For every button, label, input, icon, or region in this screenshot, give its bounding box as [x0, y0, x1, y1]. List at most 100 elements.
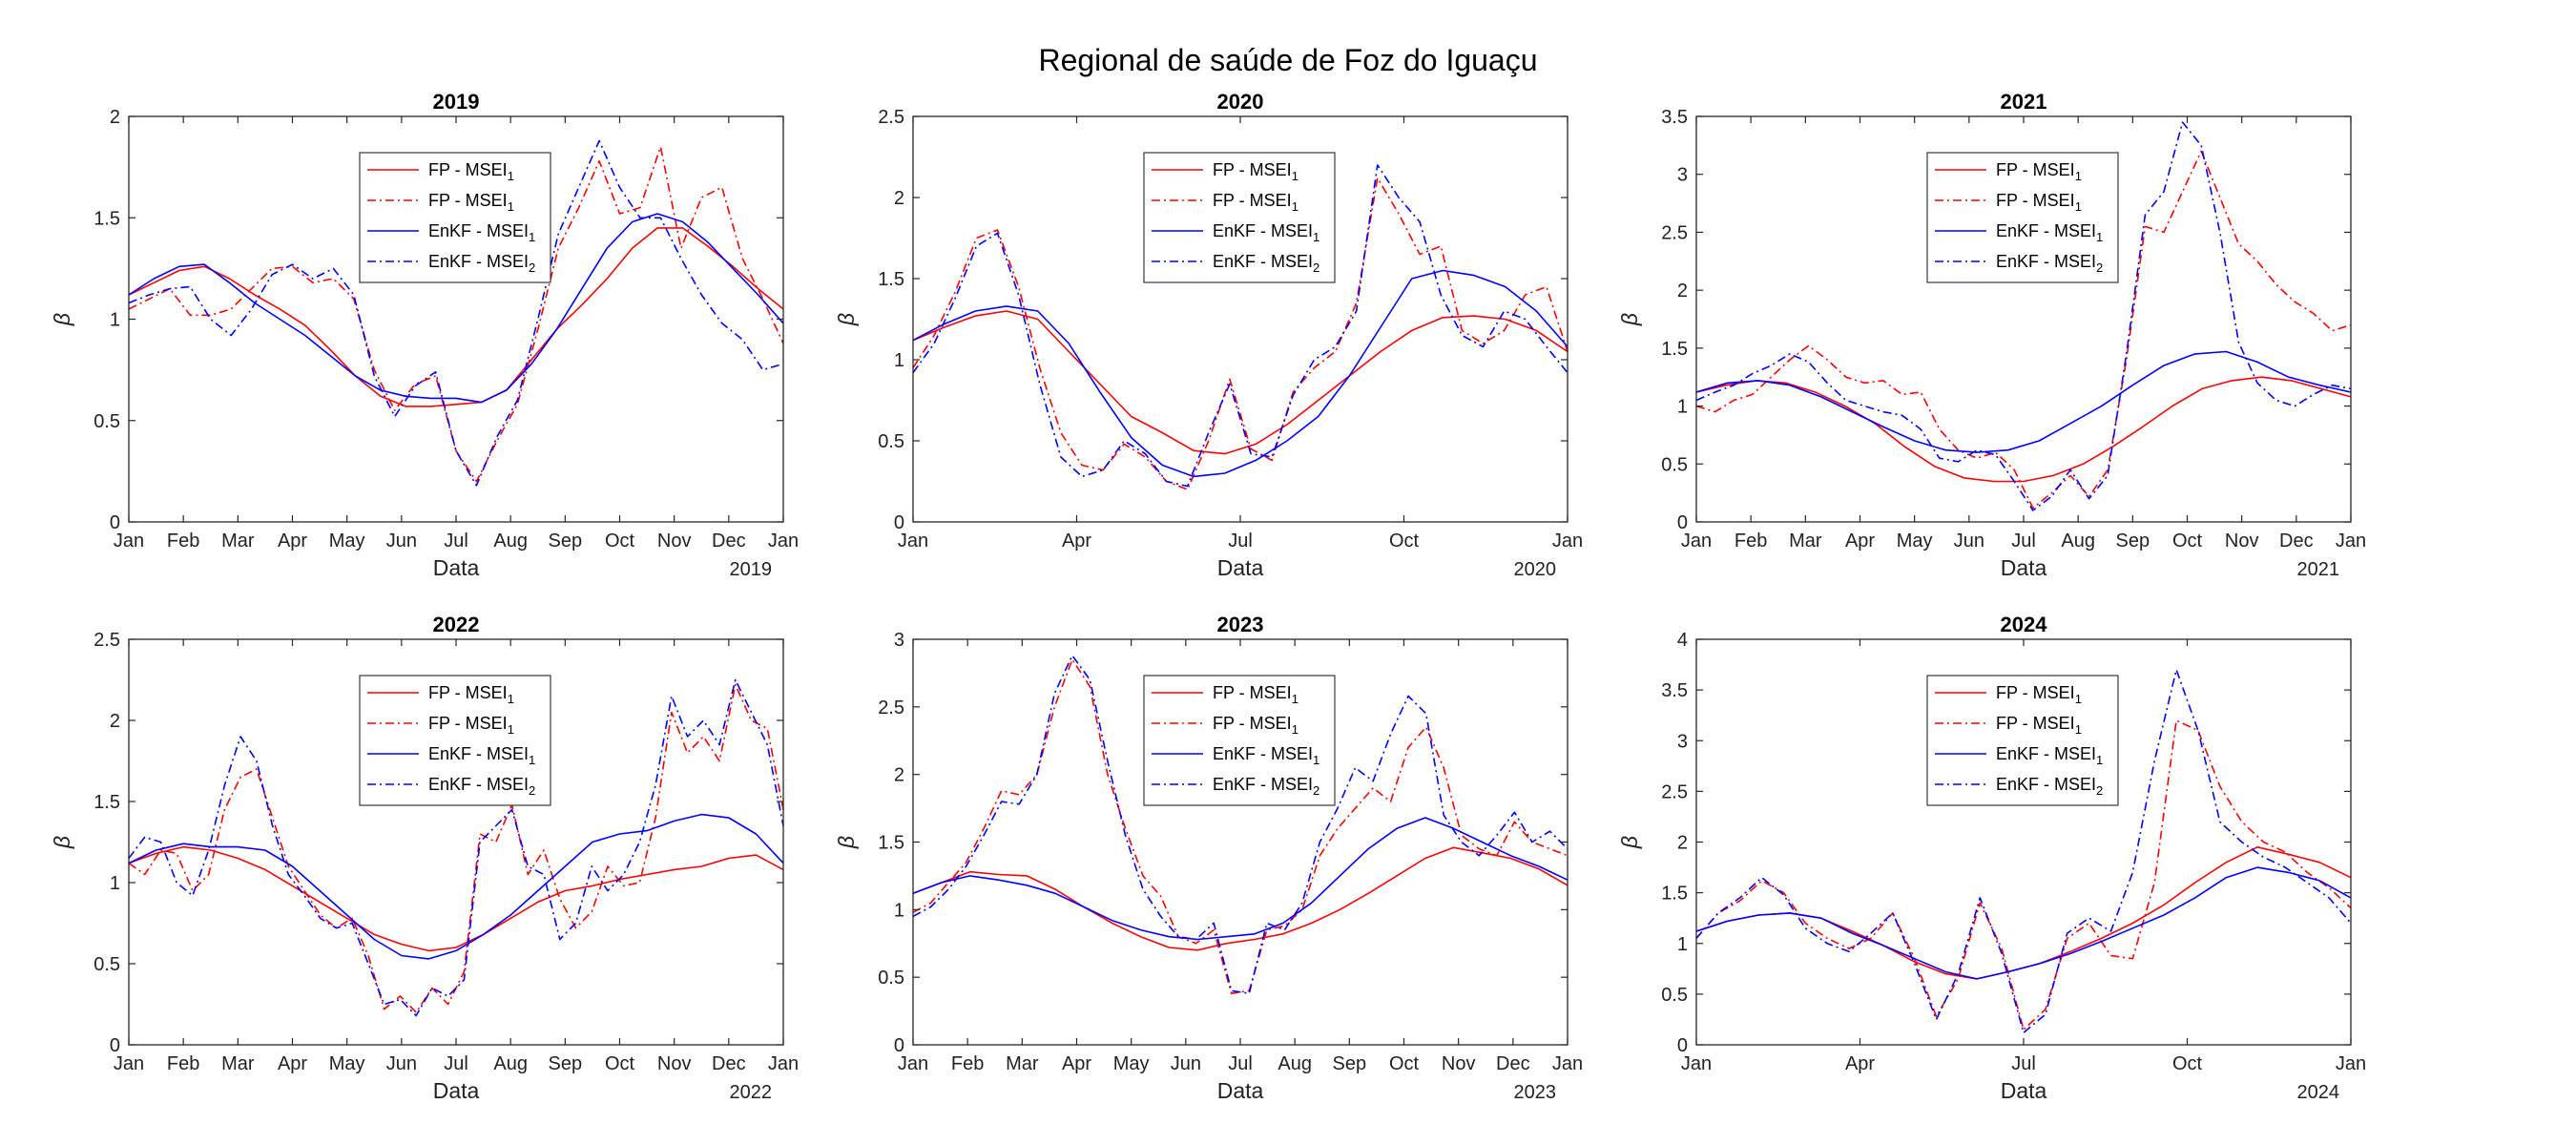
- x-tick-label: Jun: [1954, 531, 1984, 552]
- legend-label-2: FP - MSEI1: [1996, 191, 2082, 214]
- x-tick-label: Nov: [657, 1053, 692, 1074]
- legend-label-2: FP - MSEI1: [428, 714, 514, 737]
- y-tick-label: 2: [1677, 281, 1688, 302]
- y-tick-label: 1: [1677, 934, 1688, 955]
- legend-label-4: EnKF - MSEI2: [428, 252, 535, 275]
- y-tick-label: 2.5: [1661, 222, 1688, 243]
- y-tick-label: 0: [110, 1035, 120, 1056]
- x-axis-year-label: 2021: [2297, 559, 2340, 580]
- subplot-2023: Jan Feb Mar Apr May Jun Jul Aug Sep Oct Nov Dec Jan0…: [834, 613, 1583, 1103]
- y-tick-label: 1.5: [93, 208, 120, 229]
- subplot-title: 2023: [1217, 613, 1264, 636]
- series-line-4: [912, 655, 1568, 994]
- series-line-2: [128, 146, 784, 483]
- x-tick-label: Jan: [1681, 1053, 1712, 1074]
- y-tick-label: 0: [1677, 1035, 1688, 1056]
- x-tick-label: Dec: [712, 1053, 746, 1074]
- x-axis-label: Data: [433, 555, 480, 580]
- x-axis-year-label: 2023: [1514, 1082, 1557, 1103]
- legend-label-2: FP - MSEI1: [1996, 714, 2082, 737]
- y-tick-label: 2.5: [93, 630, 120, 651]
- x-tick-label: Aug: [1278, 1053, 1312, 1074]
- x-tick-label: Jan: [2336, 531, 2366, 552]
- x-tick-label: Aug: [493, 1053, 528, 1074]
- y-tick-label: 0.5: [1661, 454, 1688, 475]
- x-tick-label: Jan: [768, 1053, 799, 1074]
- x-tick-label: Jul: [444, 1053, 468, 1074]
- x-axis-year-label: 2019: [730, 559, 773, 580]
- legend-label-4: EnKF - MSEI2: [428, 775, 535, 798]
- x-tick-label: Nov: [657, 531, 692, 552]
- x-tick-label: Apr: [1845, 1053, 1875, 1074]
- y-tick-label: 2.5: [1661, 781, 1688, 802]
- y-tick-label: 3.5: [1661, 680, 1688, 701]
- y-tick-label: 1: [894, 350, 904, 371]
- x-tick-label: Nov: [1442, 1053, 1476, 1074]
- legend-label-4: EnKF - MSEI2: [1213, 252, 1319, 275]
- series-line-4: [1695, 669, 2352, 1034]
- x-tick-label: Sep: [2116, 531, 2150, 552]
- series-line-1: [912, 846, 1568, 951]
- y-tick-label: 0.5: [1661, 985, 1688, 1006]
- y-tick-label: 0.5: [93, 954, 120, 975]
- y-axis-label: β: [834, 836, 859, 849]
- series-line-2: [912, 177, 1568, 490]
- subplot-title: 2022: [433, 613, 480, 636]
- series-line-3: [128, 813, 784, 960]
- legend: FP - MSEI1 FP - MSEI1 EnKF - MSEI1 EnKF - M…: [1926, 152, 2119, 283]
- x-tick-label: Jul: [2011, 1053, 2036, 1074]
- x-tick-label: Jan: [2336, 1053, 2366, 1074]
- legend-label-3: EnKF - MSEI1: [1996, 221, 2103, 244]
- y-tick-label: 1: [1677, 397, 1688, 418]
- series-line-4: [128, 678, 784, 1017]
- subplot-2019: Jan Feb Mar Apr May Jun Jul Aug Sep Oct Nov Dec Jan0…: [50, 90, 799, 580]
- series-line-2: [128, 683, 784, 1013]
- series-line-4: [1695, 121, 2352, 511]
- x-tick-label: Dec: [2279, 531, 2314, 552]
- x-tick-label: Aug: [2061, 531, 2095, 552]
- x-axis-label: Data: [433, 1078, 480, 1103]
- subplot-title: 2021: [2001, 90, 2047, 114]
- series-line-3: [1695, 350, 2352, 453]
- x-tick-label: Oct: [1389, 1053, 1420, 1074]
- x-tick-label: May: [329, 1053, 365, 1074]
- subplot-2024: Jan Apr Jul Oct Jan00.511.522.533.542024Data…: [1617, 613, 2366, 1103]
- series-line-2: [912, 658, 1568, 994]
- legend-label-4: EnKF - MSEI2: [1996, 252, 2103, 275]
- y-tick-label: 0.5: [878, 968, 904, 989]
- legend: FP - MSEI1 FP - MSEI1 EnKF - MSEI1 EnKF - M…: [359, 152, 551, 283]
- legend: FP - MSEI1 FP - MSEI1 EnKF - MSEI1 EnKF - M…: [1143, 675, 1336, 806]
- x-axis-label: Data: [2001, 1078, 2047, 1103]
- y-tick-label: 4: [1677, 630, 1688, 651]
- x-tick-label: Feb: [167, 531, 199, 552]
- y-tick-label: 1.5: [878, 269, 904, 290]
- x-tick-label: Jan: [898, 531, 928, 552]
- figure-title: Regional de saúde de Foz do Iguaçu: [1038, 43, 1537, 77]
- x-tick-label: May: [329, 531, 365, 552]
- series-line-4: [128, 139, 784, 487]
- x-tick-label: Mar: [221, 531, 255, 552]
- x-tick-label: Jan: [1552, 1053, 1583, 1074]
- x-tick-label: Jan: [114, 1053, 144, 1074]
- x-tick-label: Oct: [605, 531, 635, 552]
- x-tick-label: Nov: [2225, 531, 2259, 552]
- x-tick-label: Apr: [1062, 531, 1091, 552]
- legend-label-3: EnKF - MSEI1: [1996, 744, 2103, 767]
- legend: FP - MSEI1 FP - MSEI1 EnKF - MSEI1 EnKF - M…: [1143, 152, 1336, 283]
- series-line-3: [912, 817, 1568, 941]
- y-tick-label: 1.5: [1661, 884, 1688, 905]
- legend-label-3: EnKF - MSEI1: [1213, 744, 1319, 767]
- y-tick-label: 0: [110, 512, 120, 533]
- subplot-title: 2024: [2001, 613, 2048, 636]
- x-tick-label: Jun: [386, 531, 417, 552]
- y-axis-label: β: [1617, 313, 1642, 326]
- legend-label-1: FP - MSEI1: [1996, 160, 2082, 183]
- x-tick-label: Mar: [221, 1053, 255, 1074]
- x-tick-label: Sep: [549, 531, 583, 552]
- legend-label-3: EnKF - MSEI1: [428, 744, 535, 767]
- legend-label-1: FP - MSEI1: [1996, 683, 2082, 706]
- y-tick-label: 0: [894, 1035, 904, 1056]
- legend-label-2: FP - MSEI1: [1213, 714, 1298, 737]
